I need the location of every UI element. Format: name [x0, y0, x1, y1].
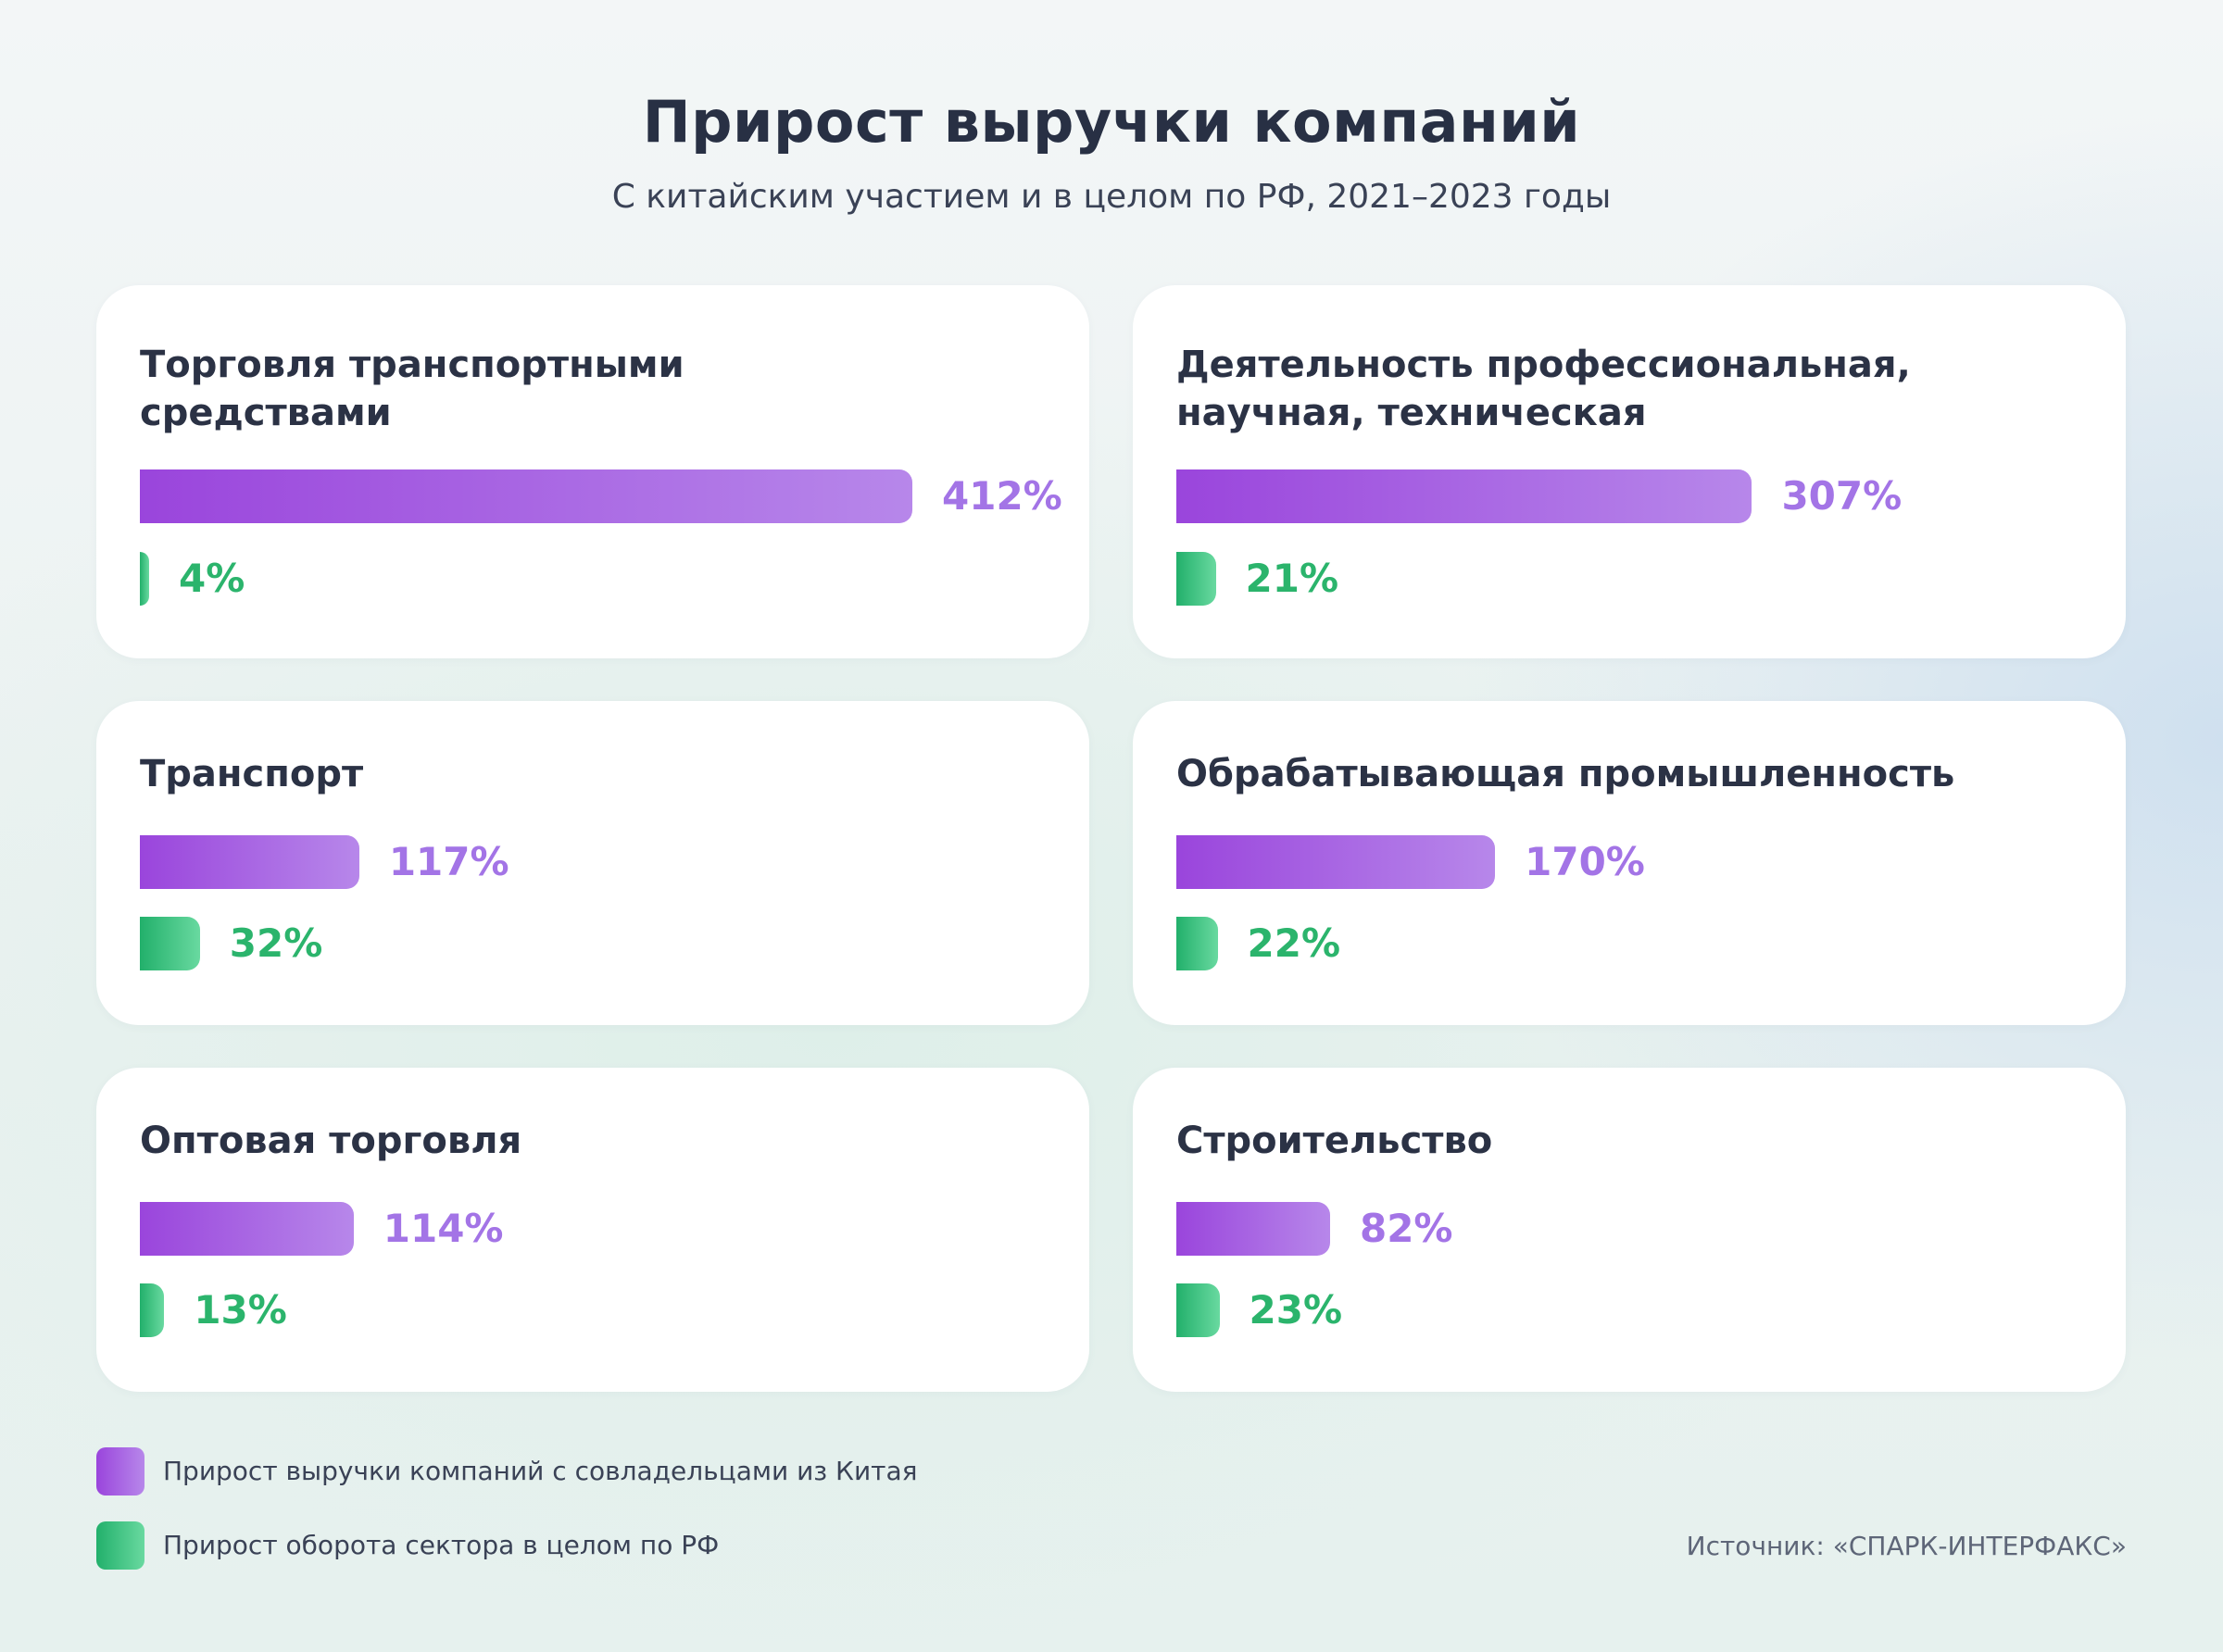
value-label-china: 170% — [1525, 839, 1645, 884]
bar-russia — [1176, 552, 1216, 606]
bar-china — [140, 1202, 354, 1256]
category-card: Торговля транспортными средствами 412% 4% — [96, 285, 1089, 658]
value-label-china: 82% — [1359, 1206, 1453, 1251]
category-card: Деятельность профессиональная, научная, … — [1133, 285, 2126, 658]
chart-title: Прирост выручки компаний — [642, 88, 1581, 156]
chart-subtitle: С китайским участием и в целом по РФ, 20… — [611, 178, 1612, 216]
legend-swatch-russia — [96, 1521, 144, 1570]
bar-china — [1176, 835, 1496, 889]
legend-label-china: Прирост выручки компаний с совладельцами… — [163, 1456, 918, 1486]
value-label-russia: 21% — [1245, 556, 1339, 601]
bar-russia — [140, 552, 149, 606]
bar-china — [1176, 469, 1752, 523]
category-card: Оптовая торговля 114% 13% — [96, 1068, 1089, 1392]
value-label-china: 117% — [388, 839, 509, 884]
category-label: Обрабатывающая промышленность — [1176, 753, 1955, 795]
category-label: Транспорт — [140, 753, 364, 795]
value-label-russia: 32% — [229, 920, 323, 966]
bar-china — [1176, 1202, 1330, 1256]
category-label: Торговля транспортными средствами — [140, 344, 684, 434]
value-label-russia: 13% — [194, 1287, 287, 1333]
category-card: Транспорт 117% 32% — [96, 701, 1089, 1025]
value-label-china: 412% — [942, 473, 1062, 519]
category-label: Деятельность профессиональная, научная, … — [1176, 344, 1911, 434]
bar-china — [140, 469, 912, 523]
category-label: Оптовая торговля — [140, 1120, 522, 1162]
bar-china — [140, 835, 359, 889]
value-label-russia: 23% — [1249, 1287, 1343, 1333]
bar-russia — [140, 1283, 165, 1337]
legend-label-russia: Прирост оборота сектора в целом по РФ — [163, 1530, 720, 1560]
bar-russia — [140, 917, 200, 970]
category-card: Обрабатывающая промышленность 170% 22% — [1133, 701, 2126, 1025]
value-label-russia: 22% — [1247, 920, 1341, 966]
category-label: Строительство — [1176, 1120, 1493, 1162]
value-label-china: 114% — [383, 1206, 504, 1251]
value-label-china: 307% — [1781, 473, 1903, 519]
source-note: Источник: «СПАРК-ИНТЕРФАКС» — [1686, 1531, 2127, 1561]
value-label-russia: 4% — [179, 556, 245, 601]
bar-russia — [1176, 1283, 1220, 1337]
category-card: Строительство 82% 23% — [1133, 1068, 2126, 1392]
bar-russia — [1176, 917, 1218, 970]
legend-swatch-china — [96, 1447, 144, 1496]
